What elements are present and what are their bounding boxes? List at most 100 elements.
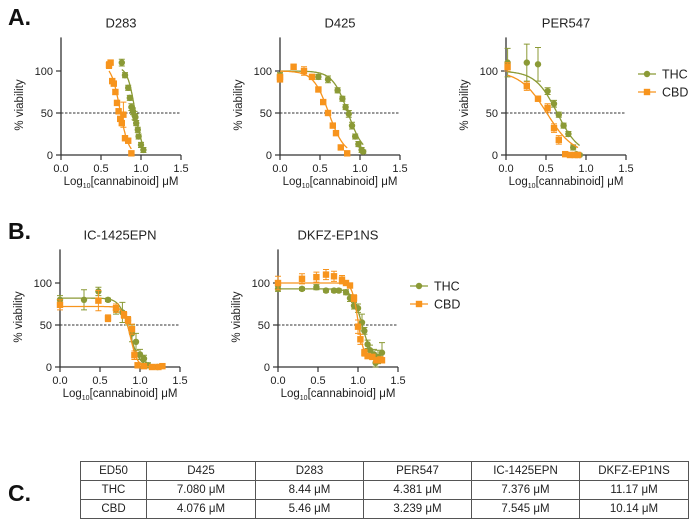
table-cell: 3.239 μM bbox=[363, 499, 472, 519]
series-cbd bbox=[56, 290, 166, 371]
x-tick-label: 0.0 bbox=[53, 163, 68, 175]
table-cell: CBD bbox=[80, 499, 147, 519]
data-point-cbd bbox=[131, 352, 138, 359]
x-tick-label: 1.5 bbox=[390, 375, 405, 387]
x-tick-label: 1.0 bbox=[133, 163, 148, 175]
y-tick-label: 0 bbox=[492, 150, 498, 162]
legend-label: THC bbox=[662, 68, 688, 82]
data-point-cbd bbox=[369, 353, 376, 361]
data-point-cbd bbox=[134, 362, 141, 369]
data-point-thc bbox=[345, 110, 352, 118]
data-point-cbd bbox=[290, 63, 297, 70]
table-header-cell: PER547 bbox=[363, 461, 472, 481]
data-point-thc bbox=[134, 126, 141, 133]
series-thc bbox=[276, 70, 367, 155]
table-cell: 7.376 μM bbox=[471, 480, 580, 500]
table-header-cell: D283 bbox=[255, 461, 364, 481]
data-point-thc bbox=[378, 349, 386, 356]
y-tick-label: 100 bbox=[34, 278, 52, 290]
data-point-cbd bbox=[378, 357, 386, 364]
table-row: CBD 4.076 μM 5.46 μM 3.239 μM 7.545 μM 1… bbox=[80, 499, 689, 519]
data-point-cbd bbox=[350, 294, 358, 302]
data-point-cbd bbox=[128, 326, 136, 333]
data-point-cbd bbox=[373, 357, 380, 364]
y-axis-label: % viability bbox=[233, 79, 245, 130]
x-tick-label: 0.0 bbox=[270, 375, 285, 387]
legend-marker-thc bbox=[643, 70, 651, 78]
data-point-cbd bbox=[120, 311, 128, 319]
data-point-thc bbox=[140, 146, 147, 154]
x-tick-label: 1.0 bbox=[132, 375, 147, 387]
x-tick-label: 0.5 bbox=[92, 375, 107, 387]
data-point-cbd bbox=[112, 305, 120, 312]
chart-dkfz-ep1ns: DKFZ-EP1NS 0 50 100 0.0 0.5 1.0 1.5Log10[cannab… bbox=[231, 227, 460, 402]
data-point-cbd bbox=[346, 282, 354, 289]
data-point-thc bbox=[315, 73, 322, 81]
series-thc bbox=[118, 58, 147, 154]
data-point-thc bbox=[324, 76, 332, 83]
series-cbd bbox=[274, 269, 386, 364]
data-point-cbd bbox=[555, 136, 562, 144]
data-point-thc bbox=[313, 284, 320, 291]
y-tick-label: 100 bbox=[35, 66, 53, 78]
data-point-cbd bbox=[504, 63, 511, 70]
data-point-thc bbox=[136, 351, 144, 358]
data-point-cbd bbox=[95, 297, 102, 304]
chart-title: D425 bbox=[324, 15, 355, 30]
x-tick-label: 0.5 bbox=[312, 163, 327, 175]
data-point-cbd bbox=[364, 352, 371, 360]
series-thc bbox=[274, 284, 386, 368]
table-cell: 7.545 μM bbox=[471, 499, 580, 519]
data-point-cbd bbox=[324, 109, 332, 117]
data-point-cbd bbox=[300, 67, 308, 75]
data-point-cbd bbox=[534, 95, 542, 102]
series-thc bbox=[56, 286, 161, 371]
chart-title: PER547 bbox=[542, 15, 590, 30]
data-point-thc bbox=[137, 141, 145, 149]
data-point-cbd bbox=[124, 316, 132, 324]
fit-curve-thc bbox=[280, 70, 364, 146]
data-point-cbd bbox=[155, 363, 162, 371]
table-cell: THC bbox=[80, 480, 147, 500]
data-point-thc bbox=[80, 296, 88, 303]
data-point-thc bbox=[360, 148, 367, 155]
data-point-cbd bbox=[117, 115, 124, 123]
data-point-thc bbox=[322, 287, 330, 294]
data-point-cbd bbox=[361, 349, 368, 356]
data-point-thc bbox=[534, 61, 542, 68]
data-point-cbd bbox=[308, 73, 316, 81]
data-point-thc bbox=[560, 122, 567, 129]
series-thc bbox=[504, 43, 583, 159]
data-point-cbd bbox=[315, 86, 322, 93]
data-point-thc bbox=[544, 87, 551, 95]
x-tick-label: 1.5 bbox=[172, 375, 187, 387]
data-point-thc bbox=[118, 59, 126, 66]
table-row: THC 7.080 μM 8.44 μM 4.381 μM 7.376 μM 1… bbox=[80, 480, 689, 500]
data-point-thc bbox=[550, 100, 558, 107]
table-cell: 11.17 μM bbox=[579, 480, 689, 500]
y-tick-label: 50 bbox=[260, 108, 272, 120]
panel-label-c: C. bbox=[8, 480, 31, 506]
data-point-thc bbox=[352, 133, 359, 140]
data-point-cbd bbox=[332, 129, 340, 137]
data-point-cbd bbox=[56, 301, 64, 309]
fit-curve-cbd bbox=[280, 70, 348, 149]
chart-ic-1425epn: IC-1425EPN 0 50 100 0.0 0.5 1.0 1.5Log10[cannab… bbox=[13, 227, 188, 402]
data-point-cbd bbox=[329, 122, 336, 129]
chart-d425: D425 0 50 100 0.0 0.5 1.0 1.5Log10[cannabinoid]… bbox=[233, 15, 408, 190]
data-point-cbd bbox=[274, 279, 282, 287]
data-point-cbd bbox=[354, 323, 362, 330]
chart-title: IC-1425EPN bbox=[84, 227, 157, 242]
data-point-cbd bbox=[357, 336, 364, 343]
legend-marker-cbd bbox=[643, 88, 651, 96]
x-axis-label: Log10[cannabinoid] μM bbox=[64, 176, 179, 190]
data-point-thc bbox=[121, 72, 129, 79]
data-point-cbd bbox=[107, 59, 114, 66]
data-point-thc bbox=[135, 133, 142, 140]
x-tick-label: 1.5 bbox=[173, 163, 188, 175]
y-tick-label: 100 bbox=[252, 278, 270, 290]
data-point-cbd bbox=[104, 315, 112, 322]
data-point-thc bbox=[298, 285, 306, 293]
y-tick-label: 0 bbox=[47, 150, 53, 162]
